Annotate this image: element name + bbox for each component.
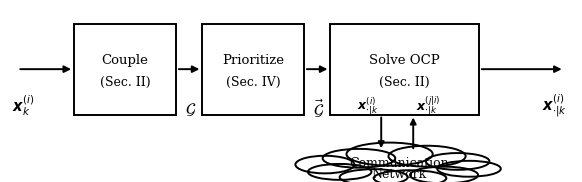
Text: $\vec{\mathcal{G}}$: $\vec{\mathcal{G}}$ bbox=[313, 98, 325, 120]
Text: Prioritize: Prioritize bbox=[222, 54, 284, 67]
Bar bbox=[203, 24, 304, 115]
Bar bbox=[74, 24, 176, 115]
Text: $\boldsymbol{x}_{\cdot|k}^{(j|i)}$: $\boldsymbol{x}_{\cdot|k}^{(j|i)}$ bbox=[416, 95, 441, 118]
Ellipse shape bbox=[340, 169, 408, 182]
Ellipse shape bbox=[388, 146, 466, 167]
Text: Couple: Couple bbox=[102, 54, 148, 67]
Ellipse shape bbox=[426, 153, 489, 170]
Ellipse shape bbox=[410, 167, 478, 182]
Text: $\boldsymbol{x}_{\cdot|k}^{(i)}$: $\boldsymbol{x}_{\cdot|k}^{(i)}$ bbox=[542, 92, 567, 119]
Text: $\boldsymbol{x}_k^{(i)}$: $\boldsymbol{x}_k^{(i)}$ bbox=[12, 93, 34, 118]
Bar bbox=[330, 24, 478, 115]
Text: $\mathcal{G}$: $\mathcal{G}$ bbox=[185, 101, 197, 118]
Text: Solve OCP: Solve OCP bbox=[369, 54, 440, 67]
Text: Communication: Communication bbox=[349, 157, 449, 170]
Text: Network: Network bbox=[371, 168, 426, 181]
Ellipse shape bbox=[346, 143, 433, 166]
Ellipse shape bbox=[296, 156, 354, 173]
Text: (Sec. II): (Sec. II) bbox=[100, 76, 150, 89]
Ellipse shape bbox=[322, 149, 395, 168]
Text: (Sec. IV): (Sec. IV) bbox=[226, 76, 281, 89]
Ellipse shape bbox=[308, 164, 371, 180]
Text: $\boldsymbol{x}_{\cdot|k}^{(i)}$: $\boldsymbol{x}_{\cdot|k}^{(i)}$ bbox=[357, 96, 378, 118]
Text: (Sec. II): (Sec. II) bbox=[379, 76, 430, 89]
Ellipse shape bbox=[437, 161, 501, 177]
Ellipse shape bbox=[374, 170, 446, 182]
